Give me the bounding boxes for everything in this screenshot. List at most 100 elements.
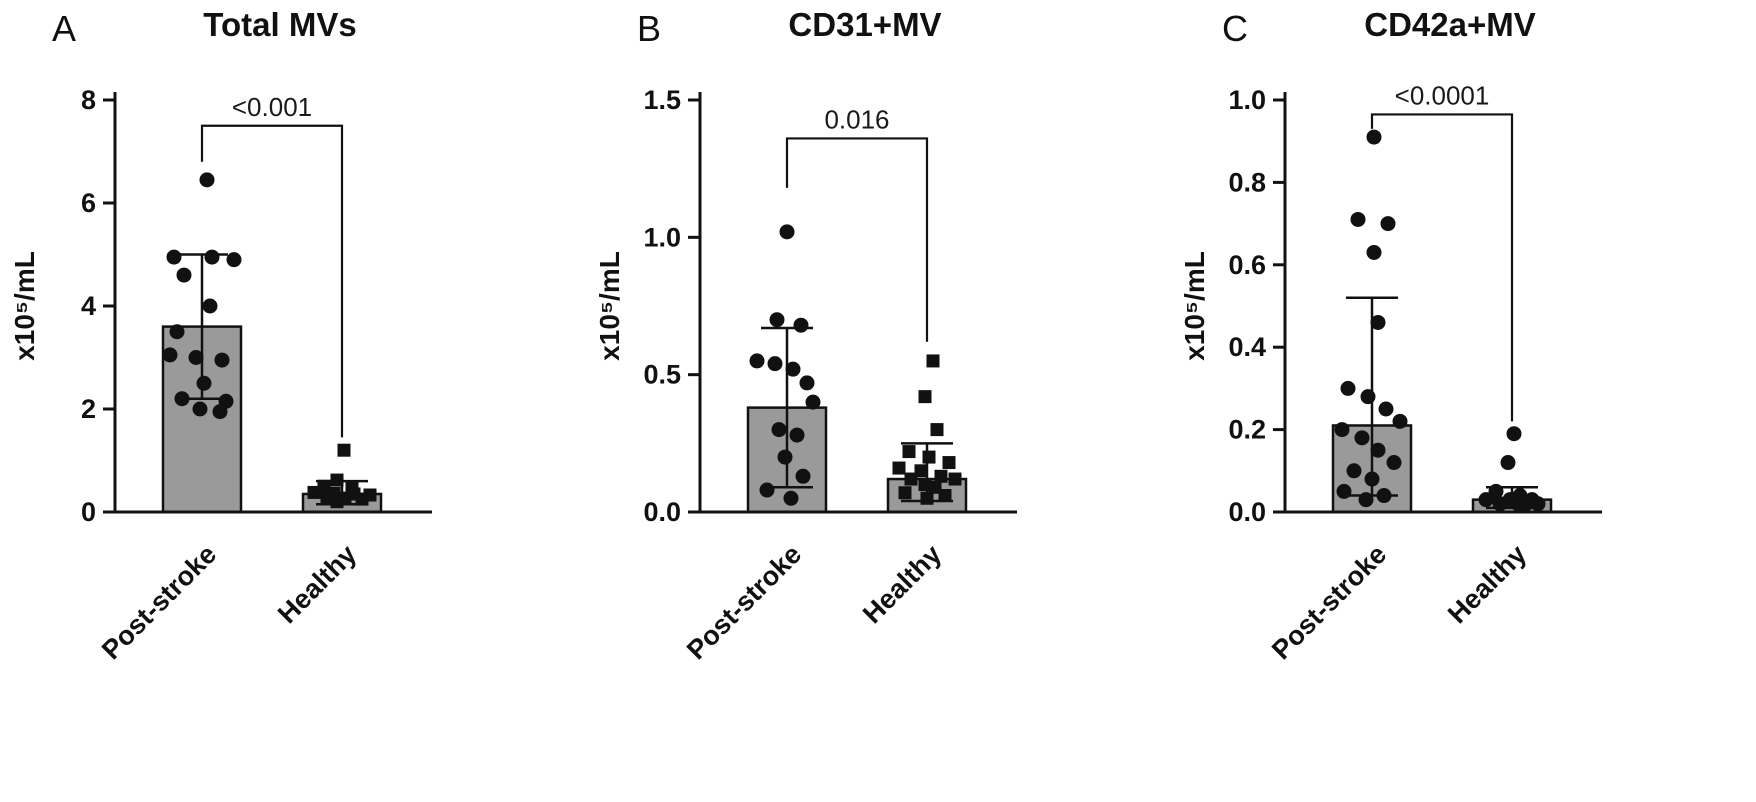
data-point [892, 461, 906, 475]
panel-title-cd42a-mv: CD42a+MV [1364, 6, 1536, 43]
data-point [938, 489, 952, 503]
x-category-label: Healthy [1442, 539, 1532, 629]
data-point [789, 427, 805, 443]
data-point [355, 492, 369, 506]
data-point [199, 172, 215, 188]
y-tick-label: 2 [81, 394, 96, 424]
y-tick-label: 0.8 [1228, 167, 1266, 197]
data-point [176, 267, 192, 283]
panel-label-b: B [637, 8, 662, 49]
x-category-label: Post-stroke [1266, 539, 1392, 665]
x-category-label: Healthy [857, 539, 947, 629]
data-point [793, 317, 809, 333]
data-point [166, 249, 182, 265]
data-point [805, 394, 821, 410]
data-point [777, 449, 793, 465]
data-point [330, 473, 344, 487]
data-point [162, 347, 178, 363]
data-point [1378, 401, 1394, 417]
y-tick-label: 8 [81, 85, 96, 115]
data-point [196, 375, 212, 391]
data-point [1492, 496, 1508, 512]
data-point [785, 361, 801, 377]
data-point [1506, 426, 1522, 442]
data-point [1530, 496, 1546, 512]
data-point [337, 443, 351, 457]
y-tick-label: 4 [81, 291, 96, 321]
y-tick-label: 0.0 [1228, 497, 1266, 527]
data-point [759, 482, 775, 498]
significance-label: <0.0001 [1395, 80, 1490, 110]
data-point [1392, 413, 1408, 429]
significance-label: <0.001 [232, 92, 312, 122]
data-point [1340, 380, 1356, 396]
significance-bracket [785, 137, 929, 342]
data-point [902, 445, 916, 459]
data-point [1336, 483, 1352, 499]
data-point [330, 495, 344, 509]
data-point [1518, 496, 1534, 512]
data-point [1350, 211, 1366, 227]
data-point [1366, 244, 1382, 260]
data-point [1478, 492, 1494, 508]
data-point [1376, 488, 1392, 504]
y-tick-label: 0.6 [1228, 250, 1266, 280]
y-axis-label: x10⁵/mL [9, 251, 40, 361]
data-point [1370, 442, 1386, 458]
data-point [212, 404, 228, 420]
data-point [1488, 483, 1504, 499]
data-point [169, 324, 185, 340]
data-point [918, 390, 932, 404]
y-tick-label: 0.0 [643, 497, 681, 527]
data-point [922, 450, 936, 464]
data-point [942, 456, 956, 470]
plot-cd42a-mv: 0.0 0.2 0.4 0.6 0.8 1.0 x10⁵/mL Post-stroke Heal… [1179, 80, 1602, 665]
significance-bracket [1370, 113, 1514, 422]
data-point [192, 401, 208, 417]
y-axis-label: x10⁵/mL [1179, 251, 1210, 361]
data-point [1358, 492, 1374, 508]
data-point [174, 391, 190, 407]
significance-bracket [200, 124, 344, 438]
data-point [1370, 314, 1386, 330]
panel-cd42a-mv: C CD42a+MV 0.0 0.2 0.4 0.6 0.8 1.0 x10⁵/mL Post… [1170, 0, 1755, 802]
data-point [749, 353, 765, 369]
data-point [1354, 430, 1370, 446]
y-tick-label: 6 [81, 188, 96, 218]
data-point [904, 472, 918, 486]
x-category-label: Post-stroke [681, 539, 807, 665]
y-tick-label: 0.5 [643, 360, 681, 390]
data-point [926, 354, 940, 368]
data-point [307, 485, 321, 499]
data-point [1364, 471, 1380, 487]
x-category-label: Post-stroke [96, 539, 222, 665]
y-tick-label: 0.2 [1228, 415, 1266, 445]
data-point [928, 480, 942, 494]
data-point [783, 490, 799, 506]
data-point [914, 464, 928, 478]
data-point [920, 491, 934, 505]
x-category-label: Healthy [272, 539, 362, 629]
data-point [930, 423, 944, 437]
plot-cd31-mv: 0.0 0.5 1.0 1.5 x10⁵/mL Post-stroke Healthy 0.0… [594, 85, 1017, 665]
data-point [799, 375, 815, 391]
y-tick-label: 0 [81, 497, 96, 527]
data-point [1366, 129, 1382, 145]
data-point [1380, 216, 1396, 232]
data-point [214, 352, 230, 368]
y-tick-label: 0.4 [1228, 332, 1266, 362]
data-point [1386, 455, 1402, 471]
data-point [795, 468, 811, 484]
data-point [1346, 463, 1362, 479]
data-point [202, 298, 218, 314]
data-point [1334, 422, 1350, 438]
significance-label: 0.016 [824, 104, 889, 134]
panel-title-total-mvs: Total MVs [203, 6, 357, 43]
y-tick-label: 1.5 [643, 85, 681, 115]
panel-cd31-mv: B CD31+MV 0.0 0.5 1.0 1.5 x10⁵/mL Post-stroke… [585, 0, 1170, 802]
data-point [918, 478, 932, 492]
panel-label-a: A [52, 8, 77, 49]
data-point [320, 491, 334, 505]
data-point [188, 350, 204, 365]
